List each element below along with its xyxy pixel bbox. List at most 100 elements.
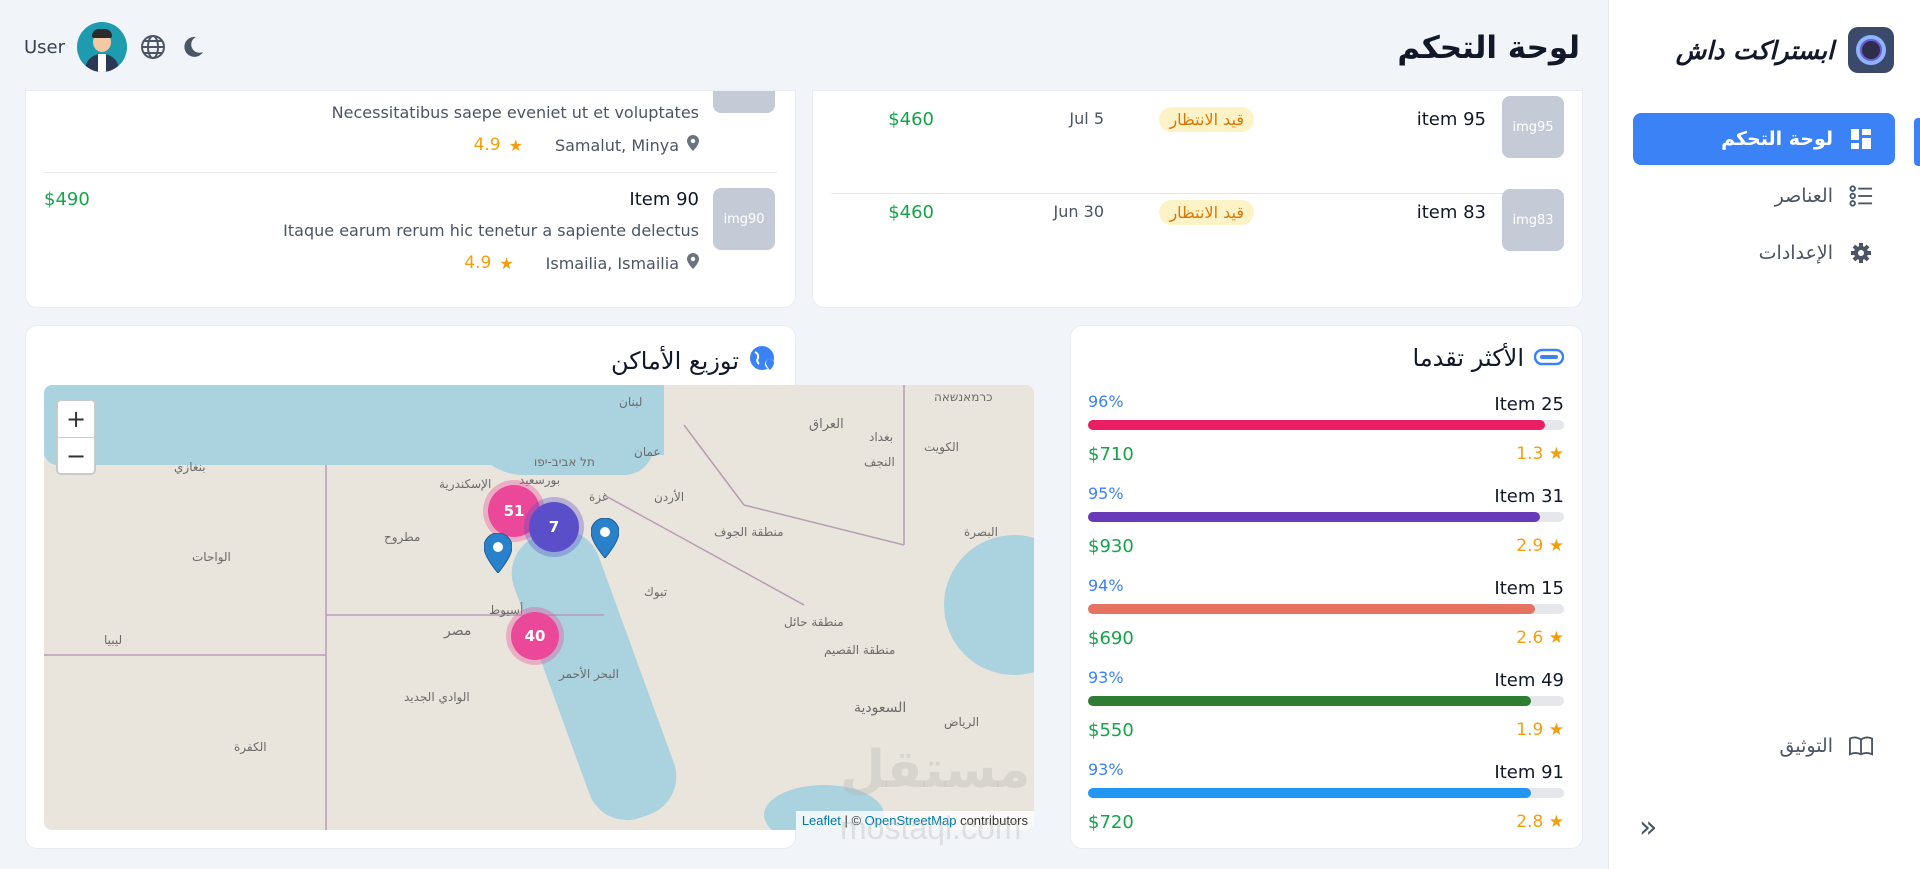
attribution-suffix: contributors [956,813,1028,828]
sidebar: ابستراكت داش لوحة التحكم العناصر الإعداد… [1608,0,1920,869]
map-label: تبوك [644,585,668,599]
review-title[interactable]: Item 90 [629,189,699,210]
progress-price: $930 [1088,536,1134,557]
map-label: النجف [864,455,895,469]
map-marker-icon[interactable] [484,533,512,573]
table-row[interactable]: img95 item 95 قيد الانتظار Jul 5 $460 [831,91,1564,158]
brand-name: ابستراكت داش [1675,35,1834,65]
map-label: السعودية [854,700,907,716]
map-label: العراق [809,417,844,432]
brand[interactable]: ابستراكت داش [1676,27,1894,73]
review-meta: Samalut, Minya ★ 4.9 [474,135,699,155]
map-label: مصر [444,623,472,639]
thumbnail-partial [713,91,775,113]
sidebar-item-settings[interactable]: الإعدادات [1633,227,1895,279]
review-desc: Necessitatibus saepe eveniet ut et volup… [331,103,699,122]
brand-logo-icon [1848,27,1894,73]
globe-icon[interactable] [139,33,167,61]
map[interactable]: بغداد العراق الكويت البصرة الرياض السعود… [44,385,1034,830]
watermark: مستقل [840,740,1031,800]
reviews-card: Necessitatibus saepe eveniet ut et volup… [25,90,796,308]
attribution-sep: | © [840,813,865,828]
moon-icon[interactable] [179,33,207,61]
zoom-out-button[interactable]: − [58,437,94,473]
progress-price: $550 [1088,720,1134,741]
progress-rating: 2.6 ★ [1516,628,1564,648]
divider [831,193,1564,194]
map-label: الكويت [924,440,959,454]
list-item[interactable]: Item 31 95% $930 2.9 ★ [1088,484,1564,578]
location-pin-icon [687,135,699,155]
progress-fill [1088,696,1531,706]
list-item[interactable]: Item 25 96% $710 1.3 ★ [1088,392,1564,486]
list-icon [1849,184,1873,208]
list-item[interactable]: Item 15 94% $690 2.6 ★ [1088,576,1564,670]
map-label: بورسعيد [519,473,561,487]
progress-price: $720 [1088,812,1134,833]
zoom-in-button[interactable]: + [65,405,87,433]
map-label: منطقة القصيم [824,643,896,657]
sidebar-item-label: لوحة التحكم [1721,128,1833,150]
dashboard-icon [1849,127,1873,151]
progress-track [1088,788,1564,798]
status-badge: قيد الانتظار [1159,200,1254,225]
map-cluster[interactable]: 51 [488,485,540,537]
map-label: مطروح [384,530,421,544]
borders [44,385,905,830]
star-icon: ★ [499,253,514,273]
leaflet-link[interactable]: Leaflet [801,813,841,828]
order-name: item 95 [1416,109,1486,130]
review-location: Samalut, Minya [554,135,679,155]
map-label: الرياض [944,715,980,729]
progress-card: الأكثر تقدما Item 25 96% $710 1.3 ★ Item 31 9… [1070,325,1583,849]
star-icon: ★ [1548,536,1564,556]
avatar[interactable] [77,22,128,72]
map-marker-icon[interactable] [591,518,619,558]
osm-link[interactable]: OpenStreetMap [864,813,957,828]
sidebar-item-items[interactable]: العناصر [1633,170,1895,222]
progress-item-name: Item 91 [1494,762,1564,783]
thumbnail: img90 [713,188,775,250]
map-cluster[interactable]: 40 [511,612,559,660]
list-item[interactable]: Item 49 93% $550 1.9 ★ [1088,668,1564,762]
progress-toggle-icon [1533,344,1565,372]
review-rating: 4.9 [473,135,501,155]
map-label: أسيوط [489,603,524,617]
progress-price: $690 [1088,628,1134,649]
docs-label: التوثيق [1779,735,1833,757]
rating-value: 2.6 [1516,628,1544,648]
user-label[interactable]: User [24,36,66,58]
map-cluster[interactable]: 7 [529,502,579,552]
progress-rating: 2.8 ★ [1516,812,1564,832]
chevrons-right-icon[interactable]: » [1639,810,1658,845]
map-label: البحر الأحمر [559,667,619,681]
table-row[interactable]: img83 item 83 قيد الانتظار Jun 30 $460 [831,184,1564,251]
sidebar-item-dashboard[interactable]: لوحة التحكم [1633,113,1895,165]
progress-item-name: Item 31 [1494,486,1564,507]
map-label: بغداد [869,430,894,444]
progress-track [1088,604,1564,614]
order-date: Jun 30 [1053,202,1104,221]
list-item[interactable]: Item 91 93% $720 2.8 ★ [1088,760,1564,848]
progress-item-name: Item 25 [1494,394,1564,415]
status-badge: قيد الانتظار [1159,107,1254,132]
map-label: منطقة الجوف [714,525,784,539]
mediterranean-sea [44,445,514,465]
progress-rating: 2.9 ★ [1516,536,1564,556]
sidebar-item-label: الإعدادات [1758,242,1833,264]
orders-card: img95 item 95 قيد الانتظار Jul 5 $460 im… [812,90,1583,308]
sidebar-item-docs[interactable]: التوثيق [1633,722,1895,770]
map-title: توزيع الأماكن [611,347,739,375]
order-price: $460 [888,109,934,130]
map-label: البصرة [964,525,998,539]
progress-percent: 96% [1088,392,1124,411]
page-title: لوحة التحكم [1397,30,1580,66]
progress-title: الأكثر تقدما [1412,344,1524,372]
progress-percent: 95% [1088,484,1124,503]
thumbnail: img83 [1502,189,1564,251]
order-name: item 83 [1416,202,1486,223]
progress-item-name: Item 15 [1494,578,1564,599]
progress-percent: 93% [1088,668,1124,687]
progress-percent: 94% [1088,576,1124,595]
map-label: عمان [634,445,661,459]
